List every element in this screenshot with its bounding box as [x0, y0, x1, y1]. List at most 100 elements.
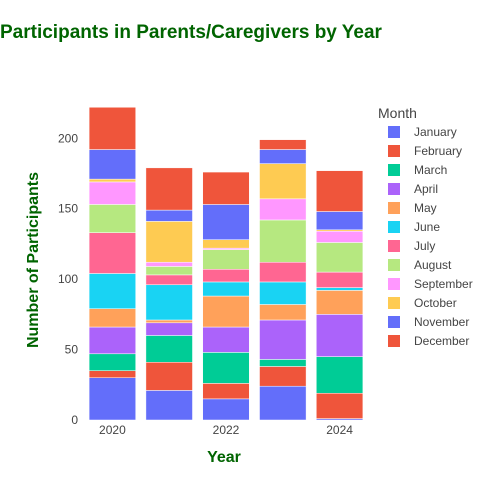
y-tick-label: 50 [65, 343, 79, 357]
bar-january-2023[interactable] [259, 385, 307, 421]
legend-item-june[interactable]: June [388, 220, 440, 234]
legend-item-may[interactable]: May [388, 201, 437, 215]
bar-july-2020[interactable] [88, 232, 136, 274]
legend-swatch [388, 183, 400, 195]
legend-swatch [388, 278, 400, 290]
bar-april-2021[interactable] [145, 322, 193, 336]
legend-item-november[interactable]: November [388, 315, 469, 329]
legend-label: October [414, 296, 457, 310]
bar-july-2024[interactable] [316, 271, 364, 288]
bar-march-2024[interactable] [316, 356, 364, 394]
legend-label: July [414, 239, 435, 253]
y-axis-title: Number of Participants [25, 172, 42, 348]
legend-label: February [414, 144, 462, 158]
bar-july-2023[interactable] [259, 261, 307, 283]
bar-august-2024[interactable] [316, 242, 364, 273]
bar-june-2020[interactable] [88, 273, 136, 309]
legend-label: March [414, 163, 447, 177]
bar-june-2024[interactable] [316, 287, 364, 291]
bar-november-2020[interactable] [88, 149, 136, 180]
bar-april-2020[interactable] [88, 326, 136, 355]
bar-august-2023[interactable] [259, 219, 307, 263]
legend-label: December [414, 334, 469, 348]
legend-item-july[interactable]: July [388, 239, 435, 253]
legend-label: January [414, 125, 457, 139]
bar-february-2024[interactable] [316, 392, 364, 419]
bar-may-2020[interactable] [88, 308, 136, 328]
bar-february-2022[interactable] [202, 383, 250, 400]
bar-march-2021[interactable] [145, 335, 193, 363]
bar-november-2023[interactable] [259, 149, 307, 164]
bar-february-2021[interactable] [145, 361, 193, 391]
bar-august-2020[interactable] [88, 204, 136, 233]
bar-december-2021[interactable] [145, 167, 193, 211]
bar-june-2021[interactable] [145, 284, 193, 321]
legend-label: April [414, 182, 438, 196]
bar-september-2020[interactable] [88, 181, 136, 205]
bar-december-2022[interactable] [202, 171, 250, 205]
legend-item-march[interactable]: March [388, 163, 447, 177]
bar-november-2022[interactable] [202, 204, 250, 240]
legend-item-august[interactable]: August [388, 258, 452, 272]
bar-april-2022[interactable] [202, 326, 250, 353]
bar-september-2021[interactable] [145, 261, 193, 267]
bar-september-2024[interactable] [316, 230, 364, 243]
legend-label: September [414, 277, 473, 291]
x-tick-label: 2022 [213, 423, 240, 437]
bar-march-2022[interactable] [202, 352, 250, 384]
bar-january-2020[interactable] [88, 377, 136, 421]
bar-february-2023[interactable] [259, 366, 307, 387]
legend-swatch [388, 126, 400, 138]
legend-item-october[interactable]: October [388, 296, 457, 310]
legend-swatch [388, 240, 400, 252]
bar-august-2021[interactable] [145, 266, 193, 276]
bar-february-2020[interactable] [88, 370, 136, 378]
bar-january-2021[interactable] [145, 390, 193, 421]
bar-july-2021[interactable] [145, 274, 193, 286]
bar-october-2022[interactable] [202, 239, 250, 249]
bar-march-2023[interactable] [259, 359, 307, 367]
legend-title: Month [378, 105, 417, 121]
legend-item-september[interactable]: September [388, 277, 473, 291]
bar-december-2023[interactable] [259, 139, 307, 150]
bar-november-2024[interactable] [316, 211, 364, 231]
bars-group [88, 107, 364, 421]
legend-swatch [388, 297, 400, 309]
bar-august-2022[interactable] [202, 249, 250, 270]
legend-swatch [388, 164, 400, 176]
bar-november-2021[interactable] [145, 209, 193, 222]
legend-item-january[interactable]: January [388, 125, 457, 139]
legend-label: June [414, 220, 440, 234]
legend-item-december[interactable]: December [388, 334, 469, 348]
legend-swatch [388, 335, 400, 347]
bar-may-2024[interactable] [316, 290, 364, 315]
bar-april-2024[interactable] [316, 314, 364, 357]
y-tick-label: 0 [71, 413, 78, 427]
bar-june-2022[interactable] [202, 281, 250, 297]
y-tick-label: 200 [58, 131, 78, 145]
bar-october-2021[interactable] [145, 221, 193, 263]
bar-october-2023[interactable] [259, 163, 307, 200]
bar-september-2023[interactable] [259, 198, 307, 221]
legend[interactable]: Month January February March April May June Ju… [378, 105, 473, 348]
x-tick-label: 2024 [326, 423, 353, 437]
bar-may-2021[interactable] [145, 319, 193, 324]
legend-swatch [388, 259, 400, 271]
bar-july-2022[interactable] [202, 269, 250, 283]
bar-december-2020[interactable] [88, 107, 136, 150]
bar-april-2023[interactable] [259, 319, 307, 360]
x-tick-label: 2020 [99, 423, 126, 437]
y-tick-label: 100 [58, 272, 78, 286]
bar-january-2022[interactable] [202, 398, 250, 421]
bar-may-2022[interactable] [202, 295, 250, 328]
bar-october-2020[interactable] [88, 178, 136, 183]
legend-item-april[interactable]: April [388, 182, 438, 196]
bar-june-2023[interactable] [259, 281, 307, 305]
legend-item-february[interactable]: February [388, 144, 462, 158]
bar-december-2024[interactable] [316, 170, 364, 212]
x-axis-title: Year [207, 449, 241, 466]
bar-may-2023[interactable] [259, 304, 307, 321]
legend-label: August [414, 258, 452, 272]
bar-march-2020[interactable] [88, 353, 136, 371]
